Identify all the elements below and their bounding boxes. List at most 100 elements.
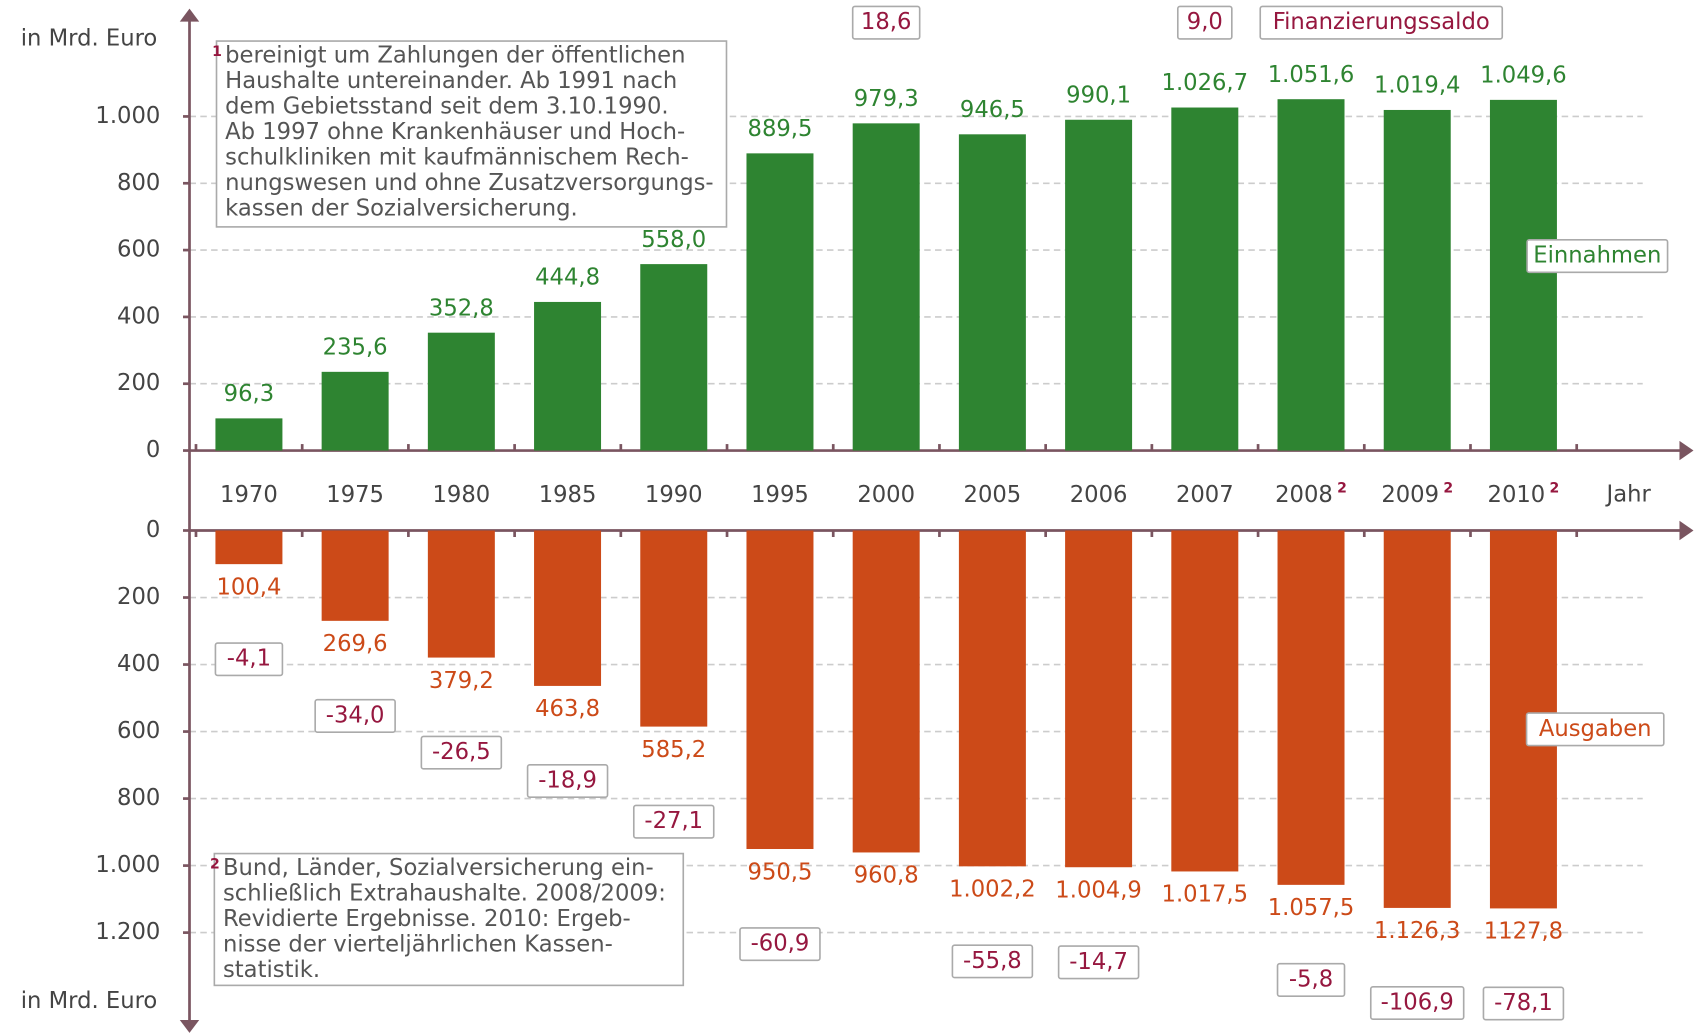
value-label: 1.026,7 [1162, 70, 1249, 96]
bar [534, 301, 602, 451]
bar [640, 264, 708, 451]
bar [1171, 107, 1239, 451]
value-label: 946,5 [960, 97, 1025, 123]
value-label: 100,4 [216, 574, 281, 600]
saldo-box [1057, 945, 1140, 980]
x-tick-label: 1995 [751, 481, 809, 507]
value-label: 558,0 [641, 227, 706, 253]
y-tick-label: 400 [117, 303, 160, 329]
value-label: 96,3 [224, 381, 274, 407]
bar [1489, 99, 1557, 451]
saldo-label: -106,9 [1381, 989, 1454, 1015]
x-tick-label: 2000 [857, 481, 915, 507]
note-line: Bund, Länder, Sozialversicherung ein- [223, 855, 654, 881]
footnote-marker: 2 [1337, 480, 1347, 496]
category: 1970 [220, 481, 278, 507]
bar [1065, 119, 1133, 451]
note-line: Revidierte Ergebnisse. 2010: Ergeb- [223, 906, 631, 932]
saldo-box [1176, 5, 1233, 40]
bar [1171, 530, 1239, 872]
x-tick-label: 2005 [964, 481, 1022, 507]
saldo-label: -55,8 [963, 948, 1022, 974]
saldo-label: -34,0 [326, 702, 385, 728]
arrow [179, 8, 200, 22]
bar [958, 134, 1026, 451]
note-line: nisse der vierteljährlichen Kassen- [223, 932, 613, 958]
value-label: 269,6 [323, 631, 388, 657]
note-box [213, 852, 685, 987]
bar [746, 530, 814, 850]
category: 2008 [1275, 481, 1333, 507]
saldo-box [314, 698, 396, 733]
category: 1995 [751, 481, 809, 507]
value-label: 1.019,4 [1374, 73, 1461, 99]
legend-label: Ausgaben [1539, 716, 1652, 742]
value-label: 1.017,5 [1162, 882, 1249, 908]
y-tick-label: 1.000 [95, 852, 160, 878]
note-line: schließlich Extrahaushalte. 2008/2009: [223, 881, 666, 907]
note-marker: 2 [210, 856, 220, 872]
category: 2009 [1381, 481, 1439, 507]
saldo-box [214, 642, 284, 677]
value-label: 1.049,6 [1480, 63, 1567, 89]
y2-axis-label: in Mrd. Euro [21, 988, 158, 1014]
note-line: schulkliniken mit kaufmännischem Rech- [225, 145, 689, 171]
note-line: dem Gebietsstand seit dem 3.10.1990. [225, 94, 668, 120]
x-tick-label: 1975 [326, 481, 384, 507]
value-label: 960,8 [854, 863, 919, 889]
y-tick-label: 200 [117, 584, 160, 610]
saldo-label: -14,7 [1069, 949, 1128, 975]
value-label: 979,3 [854, 86, 919, 112]
x-tick-label: 2009 2 [1381, 480, 1453, 507]
bar [427, 332, 495, 451]
arrow [179, 1019, 200, 1033]
saldo-box [951, 944, 1034, 979]
saldo-label: -60,9 [751, 931, 810, 957]
note-line: kassen der Sozialversicherung. [225, 196, 578, 222]
footnote-marker: 2 [1443, 480, 1453, 496]
bar [321, 371, 389, 451]
saldo-box [420, 735, 503, 770]
x-tick-label: 2010 2 [1488, 480, 1560, 507]
note-marker: 1 [212, 44, 222, 60]
saldo-label: -18,9 [538, 768, 597, 794]
saldo-label: -78,1 [1494, 990, 1553, 1016]
y-tick-label: 0 [146, 517, 160, 543]
value-label: 1.002,2 [949, 877, 1036, 903]
bar [1383, 530, 1451, 908]
bar [427, 530, 495, 658]
note-line: nungswesen und ohne Zusatzversorgungs- [225, 170, 713, 196]
value-label: 1.126,3 [1374, 918, 1461, 944]
y-tick-label: 1.000 [95, 103, 160, 129]
value-label: 1.057,5 [1268, 895, 1355, 921]
x-tick-label: 2006 [1070, 481, 1128, 507]
saldo-label: -4,1 [227, 646, 271, 672]
y-tick-label: 0 [146, 437, 160, 463]
y-tick-label: 400 [117, 651, 160, 677]
category: 1990 [645, 481, 703, 507]
category: 2006 [1070, 481, 1128, 507]
note-line: bereinigt um Zahlungen der öffentlichen [225, 43, 685, 69]
saldo-box [1482, 986, 1565, 1021]
bar [215, 418, 283, 451]
category: 2010 [1488, 481, 1546, 507]
category: 2007 [1176, 481, 1234, 507]
value-label: 1.051,6 [1268, 62, 1355, 88]
bar [852, 123, 920, 451]
x-tick-label: 1990 [645, 481, 703, 507]
y-axis-label: in Mrd. Euro [21, 25, 158, 51]
bar [534, 530, 602, 686]
saldo-box [1276, 962, 1346, 997]
saldo-box [1369, 985, 1465, 1021]
value-label: 1127,8 [1484, 919, 1563, 945]
legend-box [1526, 239, 1669, 274]
y-tick-label: 1.200 [95, 919, 160, 945]
value-label: 990,1 [1066, 82, 1131, 108]
saldo-box [851, 5, 921, 40]
note-line: statistik. [223, 957, 320, 983]
arrow [1679, 440, 1694, 461]
saldo-label: 9,0 [1187, 9, 1223, 35]
value-label: 235,6 [323, 335, 388, 361]
saldo-label: -5,8 [1289, 966, 1333, 992]
